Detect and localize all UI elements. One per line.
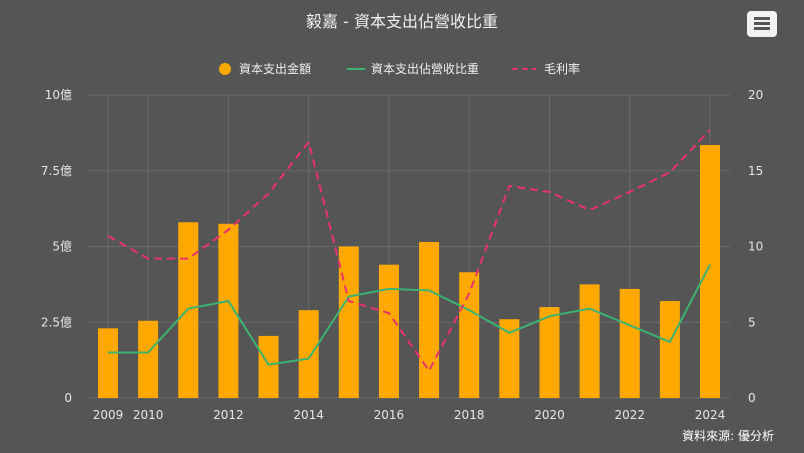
bar — [579, 284, 600, 398]
chart-title: 毅嘉 - 資本支出佔營收比重 — [306, 12, 498, 31]
left-tick-label: 2.5億 — [41, 315, 72, 329]
bar — [178, 222, 199, 398]
legend-ratio-label: 資本支出佔營收比重 — [371, 62, 479, 76]
legend: 資本支出金額 資本支出佔營收比重 毛利率 — [219, 61, 580, 76]
left-tick-label: 0 — [64, 391, 72, 405]
bar — [338, 246, 359, 398]
right-tick-label: 20 — [748, 88, 763, 102]
bar — [459, 272, 480, 398]
bar — [619, 288, 640, 398]
capex-ratio-line — [108, 264, 711, 366]
right-tick-label: 10 — [748, 240, 763, 254]
x-tick-label: 2016 — [374, 408, 405, 422]
bar — [659, 301, 680, 398]
bar — [298, 310, 319, 398]
bar — [419, 241, 440, 398]
x-tick-label: 2024 — [695, 408, 726, 422]
left-axis-ticks: 0 2.5億 5億 7.5億 10億 — [41, 88, 72, 405]
legend-bar-marker — [219, 63, 231, 75]
bar — [138, 320, 159, 398]
bar — [499, 319, 520, 398]
right-tick-label: 15 — [748, 164, 763, 178]
line-series — [107, 129, 711, 373]
legend-bar-label: 資本支出金額 — [239, 61, 311, 76]
legend-margin-label: 毛利率 — [544, 61, 580, 76]
x-tick-label: 2020 — [534, 408, 565, 422]
data-source-text: 資料來源: 優分析 — [682, 429, 774, 443]
bar — [700, 144, 720, 398]
x-tick-label: 2018 — [454, 408, 485, 422]
left-tick-label: 5億 — [52, 240, 72, 254]
bar — [539, 307, 560, 398]
x-tick-label: 2010 — [133, 408, 164, 422]
hamburger-menu-icon[interactable] — [747, 11, 777, 37]
x-axis-ticks: 2009 2010 2012 2014 2016 2018 2020 2022 2024 — [93, 408, 726, 422]
right-tick-label: 0 — [748, 391, 756, 405]
x-tick-label: 2022 — [614, 408, 645, 422]
bar — [258, 335, 279, 398]
right-axis-ticks: 0 5 10 15 20 — [748, 88, 763, 405]
bar — [98, 328, 118, 398]
bar — [378, 264, 399, 398]
gross-margin-line — [107, 129, 711, 373]
left-tick-label: 10億 — [45, 88, 72, 102]
bar-series — [98, 144, 720, 398]
x-tick-label: 2012 — [213, 408, 244, 422]
left-tick-label: 7.5億 — [41, 164, 72, 178]
bar — [218, 223, 239, 398]
x-tick-label: 2009 — [93, 408, 124, 422]
right-tick-label: 5 — [748, 315, 756, 329]
x-tick-label: 2014 — [293, 408, 324, 422]
